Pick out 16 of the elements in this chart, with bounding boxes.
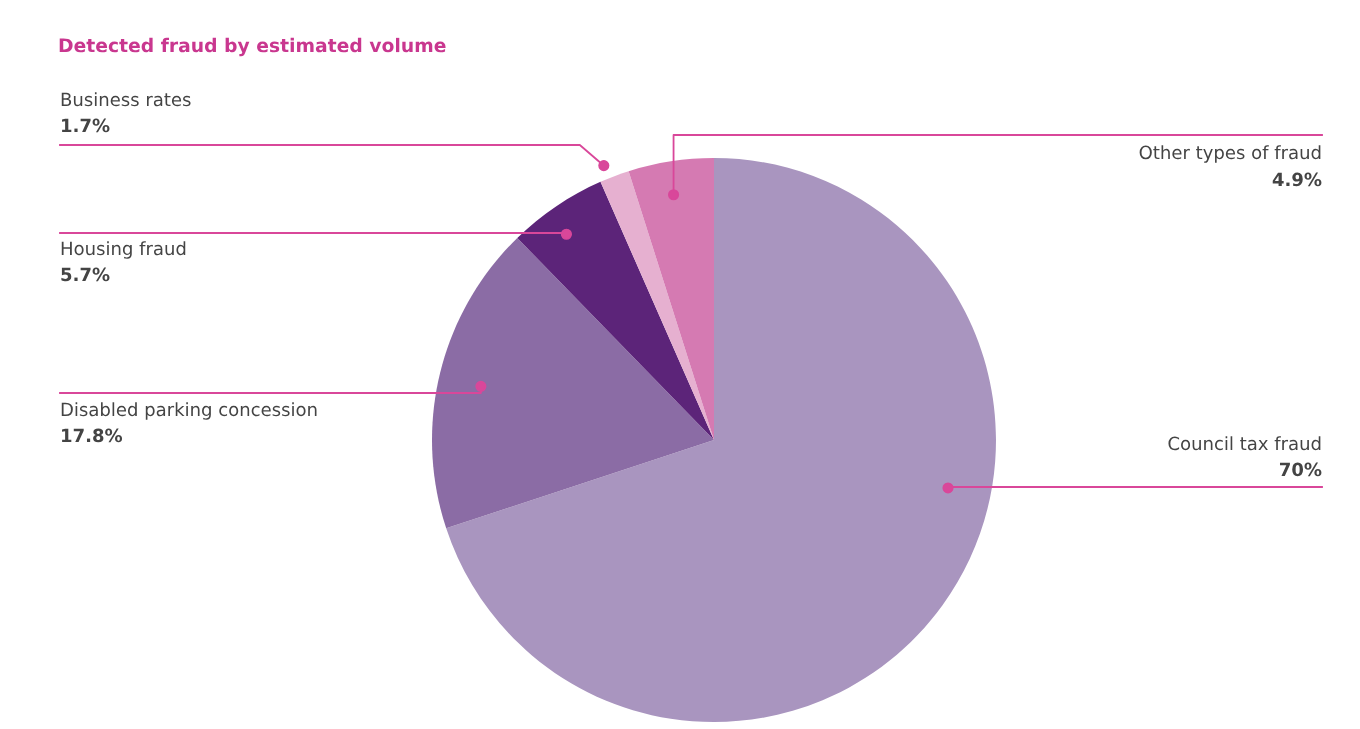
- chart-title: Detected fraud by estimated volume: [59, 37, 446, 57]
- pie-slice: [432, 237, 714, 529]
- data-label: 5.7%: [61, 267, 110, 282]
- slice-label: Disabled parking concession: [61, 402, 317, 420]
- data-label: 17.8%: [62, 428, 123, 443]
- pie-slice: [446, 158, 996, 722]
- slice-label: Council tax fraud: [1168, 436, 1321, 451]
- pie-slice: [517, 181, 714, 440]
- pie-slice: [600, 171, 714, 440]
- data-label: 4.9%: [1272, 172, 1322, 187]
- slice-label: Other types of fraud: [1139, 145, 1321, 163]
- data-label: 70%: [1279, 462, 1322, 477]
- pie-slice: [628, 158, 714, 440]
- slice-label: Business rates: [61, 92, 191, 107]
- data-label: 1.7%: [62, 118, 110, 133]
- slice-label: Housing fraud: [61, 241, 186, 259]
